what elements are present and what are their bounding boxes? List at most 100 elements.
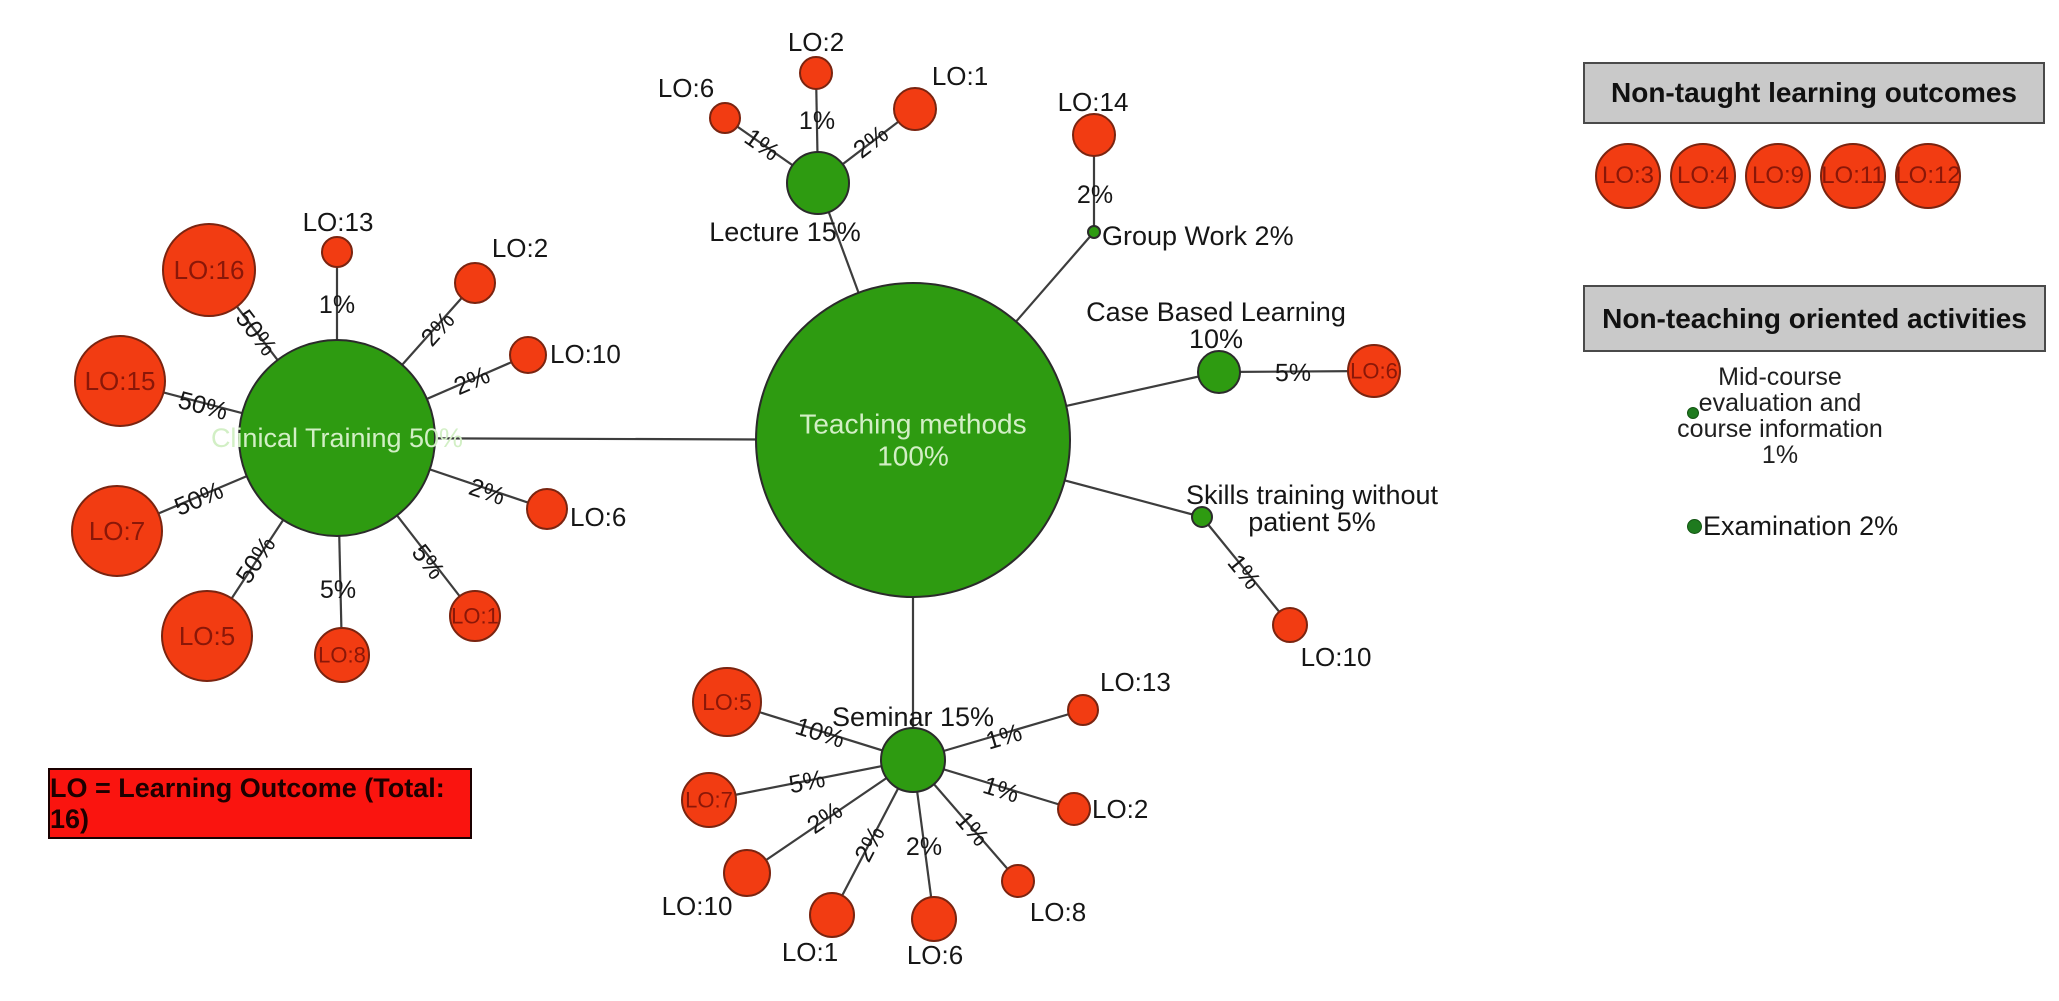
node-label-lo1-clinical: LO:1 bbox=[451, 604, 499, 629]
node-lo10-skills bbox=[1272, 607, 1308, 643]
node-lecture bbox=[786, 151, 850, 215]
edge-label-clinical-training-lo8-clinical: 5% bbox=[320, 576, 356, 604]
node-label-lo14-group-work: LO:14 bbox=[1058, 87, 1129, 117]
node-label-lo10-skills: LO:10 bbox=[1301, 642, 1372, 672]
node-lo6-seminar bbox=[911, 896, 957, 942]
non-teaching-activities-title: Non-teaching oriented activities bbox=[1602, 302, 2027, 334]
edge-label-clinical-training-lo10-clinical: 2% bbox=[450, 361, 494, 401]
node-case-based-learning bbox=[1197, 350, 1241, 394]
node-lo7-clinical bbox=[71, 485, 163, 577]
edge-label-seminar-lo7-seminar: 5% bbox=[787, 765, 828, 799]
node-lo1-clinical bbox=[449, 590, 501, 642]
node-label-lo6-seminar: LO:6 bbox=[907, 940, 963, 970]
node-label-lo7-seminar: LO:7 bbox=[685, 788, 733, 813]
node-lo8-seminar bbox=[1001, 864, 1035, 898]
node-label-teaching-methods: Teaching methods bbox=[799, 409, 1026, 440]
activity-mid-course-evaluation: Mid-course evaluation and course informati… bbox=[1630, 364, 1930, 468]
node-lo1-seminar bbox=[809, 892, 855, 938]
edge-label-seminar-lo10-seminar: 2% bbox=[802, 796, 848, 839]
node-label-lo6-case-based: LO:6 bbox=[1350, 359, 1398, 384]
legend-label: LO = Learning Outcome (Total: 16) bbox=[50, 772, 445, 834]
activity-dot-icon bbox=[1687, 407, 1699, 419]
node-label-lo2-lecture: LO:2 bbox=[788, 27, 844, 57]
non-taught-outcomes-header: Non-taught learning outcomes bbox=[1583, 62, 2045, 124]
node-lo8-clinical bbox=[314, 627, 370, 683]
activity-examination-label: Examination 2% bbox=[1703, 511, 1899, 541]
node-lo5-seminar bbox=[692, 667, 762, 737]
node-label-lo6-lecture: LO:6 bbox=[658, 73, 714, 103]
activity-mid-course-label: Mid-course evaluation and course informati… bbox=[1630, 364, 1930, 468]
node-lo2-clinical bbox=[454, 262, 496, 304]
edge-label-clinical-training-lo1-clinical: 5% bbox=[406, 539, 450, 585]
edge-label-case-based-learning-lo6-case-based: 5% bbox=[1275, 359, 1311, 387]
node-seminar bbox=[880, 727, 946, 793]
node-label-lo16-clinical: LO:16 bbox=[174, 255, 245, 285]
edge-label-seminar-lo1-seminar: 2% bbox=[849, 821, 891, 866]
non-taught-outcome-lo9: LO:9 bbox=[1745, 143, 1811, 209]
node-lo15-clinical bbox=[74, 335, 166, 427]
node-label-clinical-training: Clinical Training 50% bbox=[211, 423, 463, 453]
node-label-lo8-clinical: LO:8 bbox=[318, 643, 366, 668]
edge-seminar-lo10-seminar bbox=[746, 759, 914, 874]
node-lo6-case-based bbox=[1347, 344, 1401, 398]
node-label-lo1-seminar: LO:1 bbox=[782, 937, 838, 967]
node-skills-training-without-patient bbox=[1191, 506, 1213, 528]
non-taught-outcome-lo4: LO:4 bbox=[1670, 143, 1736, 209]
node-label-skills-training-without-patient: patient 5% bbox=[1248, 507, 1376, 537]
non-taught-outcome-lo3: LO:3 bbox=[1595, 143, 1661, 209]
node-label-group-work: Group Work 2% bbox=[1102, 221, 1294, 251]
node-label-lo2-clinical: LO:2 bbox=[492, 233, 548, 263]
edge-label-lecture-lo1-lecture: 2% bbox=[848, 120, 894, 164]
node-lo6-lecture bbox=[709, 102, 741, 134]
node-lo6-clinical bbox=[526, 488, 568, 530]
node-label-lo5-seminar: LO:5 bbox=[702, 689, 752, 715]
node-label-seminar: Seminar 15% bbox=[832, 702, 994, 732]
node-label-lo5-clinical: LO:5 bbox=[179, 621, 235, 651]
node-label-lo8-seminar: LO:8 bbox=[1030, 897, 1086, 927]
node-label-lo15-clinical: LO:15 bbox=[85, 366, 156, 396]
node-label-lecture: Lecture 15% bbox=[709, 217, 861, 247]
node-label-lo1-lecture: LO:1 bbox=[932, 61, 988, 91]
edge-label-lecture-lo2-lecture: 1% bbox=[799, 107, 835, 135]
node-label-lo13-clinical: LO:13 bbox=[303, 207, 374, 237]
edge-label-group-work-lo14-group-work: 2% bbox=[1077, 181, 1113, 209]
edge-label-clinical-training-lo2-clinical: 2% bbox=[416, 306, 461, 352]
non-taught-outcomes-row: LO:3 LO:4 LO:9 LO:11 LO:12 bbox=[1595, 143, 1961, 209]
node-lo1-lecture bbox=[893, 87, 937, 131]
node-label-skills-training-without-patient: Skills training without bbox=[1186, 480, 1439, 510]
edge-label-clinical-training-lo7-clinical: 50% bbox=[171, 476, 228, 521]
edge-skills-training-without-patient-lo10-skills bbox=[1201, 516, 1291, 626]
edge-label-lecture-lo6-lecture: 1% bbox=[739, 123, 785, 167]
node-label-lo7-clinical: LO:7 bbox=[89, 516, 145, 546]
edge-label-clinical-training-lo6-clinical: 2% bbox=[465, 473, 508, 511]
node-label-lo10-clinical: LO:10 bbox=[550, 339, 621, 369]
non-taught-outcome-lo12: LO:12 bbox=[1895, 143, 1961, 209]
node-label-teaching-methods: 100% bbox=[877, 441, 949, 472]
node-label-lo6-clinical: LO:6 bbox=[570, 502, 626, 532]
edge-label-seminar-lo2-seminar: 1% bbox=[980, 771, 1023, 808]
edge-label-clinical-training-lo5-clinical: 50% bbox=[231, 531, 282, 588]
node-label-case-based-learning: 10% bbox=[1189, 324, 1243, 354]
node-lo10-seminar bbox=[723, 849, 771, 897]
node-teaching-methods bbox=[755, 282, 1071, 598]
node-lo7-seminar bbox=[681, 772, 737, 828]
edge-label-clinical-training-lo15-clinical: 50% bbox=[175, 386, 231, 426]
non-taught-outcomes-title: Non-taught learning outcomes bbox=[1611, 77, 2017, 108]
activity-line: evaluation and bbox=[1698, 389, 1862, 417]
node-lo16-clinical bbox=[162, 223, 256, 317]
non-teaching-activities-header: Non-teaching oriented activities bbox=[1583, 285, 2046, 352]
node-lo13-seminar bbox=[1067, 694, 1099, 726]
activity-line: Mid-course bbox=[1718, 363, 1842, 391]
node-label-lo10-seminar: LO:10 bbox=[662, 891, 733, 921]
node-lo14-group-work bbox=[1072, 113, 1116, 157]
node-clinical-training bbox=[238, 339, 436, 537]
non-taught-outcome-lo11: LO:11 bbox=[1820, 143, 1886, 209]
node-label-lo2-seminar: LO:2 bbox=[1092, 794, 1148, 824]
edge-seminar-lo7-seminar bbox=[708, 758, 914, 802]
edge-label-seminar-lo6-seminar: 2% bbox=[906, 833, 942, 861]
node-label-case-based-learning: Case Based Learning bbox=[1086, 297, 1346, 327]
activity-line: 1% bbox=[1761, 441, 1799, 469]
node-label-lo13-seminar: LO:13 bbox=[1100, 667, 1171, 697]
